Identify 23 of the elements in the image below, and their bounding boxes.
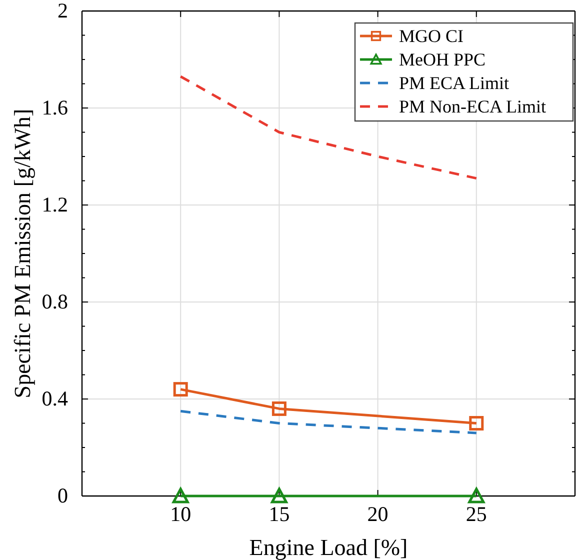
x-axis-title: Engine Load [%] <box>249 535 408 560</box>
x-tick-label: 20 <box>367 502 388 526</box>
point <box>270 488 288 504</box>
y-tick-label: 0.4 <box>42 386 68 411</box>
x-tick-label: 25 <box>466 502 487 526</box>
legend-label: PM Non-ECA Limit <box>399 96 546 116</box>
legend-label: MeOH PPC <box>399 50 486 70</box>
line-series <box>179 410 478 434</box>
y-tick-label: 2 <box>58 0 68 23</box>
x-tick-label: 10 <box>170 502 192 526</box>
x-tick-label: 15 <box>268 502 290 526</box>
point <box>172 488 189 504</box>
point <box>468 488 485 504</box>
y-tick-label: 0 <box>58 484 68 508</box>
y-axis-title: Specific PM Emission [g/kWh] <box>10 108 35 398</box>
point <box>173 382 188 397</box>
point <box>272 401 286 416</box>
legend-label: PM ECA Limit <box>399 73 510 93</box>
y-tick-label: 1.2 <box>42 192 68 217</box>
point <box>469 416 484 430</box>
legend-label: MGO CI <box>399 26 464 46</box>
y-tick-label: 0.8 <box>42 290 68 314</box>
y-tick-label: 1.6 <box>42 96 68 120</box>
